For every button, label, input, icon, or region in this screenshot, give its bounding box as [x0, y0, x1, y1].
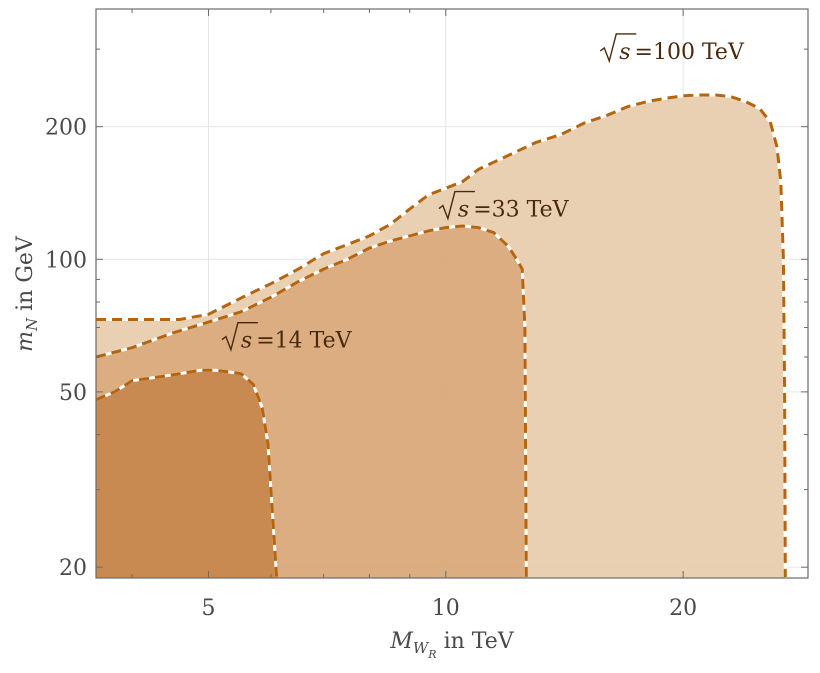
y-tick-label: 100: [45, 248, 87, 273]
y-axis-title: mN in GeV: [13, 235, 41, 352]
x-tick-label: 20: [669, 596, 697, 621]
x-tick-label: 5: [201, 596, 215, 621]
area-fill-series-3: [96, 370, 277, 578]
series-annotation-label: s =100 TeV: [619, 40, 745, 65]
series-annotations: s =100 TeV s =33 TeV s =14 TeV: [221, 33, 745, 354]
area-series-group: [95, 93, 787, 578]
x-axis-title: MWR in TeV: [389, 629, 514, 661]
x-tick-label: 10: [432, 596, 460, 621]
series-annotation-2: s =33 TeV: [438, 190, 570, 223]
sqrt-sign-icon: [599, 33, 637, 64]
plot-frame: [95, 8, 809, 579]
y-tick-label: 200: [45, 116, 87, 141]
series-annotation-label: s =14 TeV: [241, 329, 353, 354]
series-annotation-1: s =100 TeV: [599, 33, 745, 65]
series-annotation-label: s =33 TeV: [458, 198, 570, 223]
axis-ticks: [96, 9, 808, 578]
boundary-line-series-2: [95, 224, 528, 578]
y-tick-label: 50: [59, 381, 87, 406]
series-annotation-3: s =14 TeV: [221, 321, 353, 354]
tick-labels: 5 10 20 20 50 100 200: [45, 116, 697, 621]
sqrt-sign-icon: [438, 190, 475, 221]
boundary-line-series-1: [96, 93, 787, 578]
y-tick-label: 20: [59, 556, 87, 581]
boundary-line-series-3: [95, 368, 279, 578]
sqrt-sign-icon: [221, 321, 258, 352]
